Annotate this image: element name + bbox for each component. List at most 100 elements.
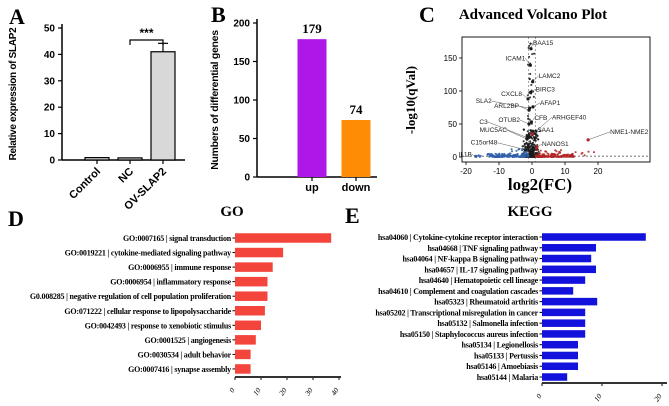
differential-genes-chart: 0 50 100 150 200 179 up 74 down Numbers of differ… [209, 19, 377, 194]
data-point [537, 138, 540, 141]
chart-title: GO [220, 204, 243, 220]
data-point [529, 140, 532, 143]
category-label: hsa05132 | Salmonella infection [437, 319, 538, 328]
data-point [529, 96, 532, 99]
data-point [528, 118, 531, 121]
data-point [551, 152, 554, 156]
gene-label: IL1B [459, 151, 472, 158]
data-point [491, 155, 494, 158]
data-point [531, 141, 534, 144]
data-point [531, 53, 534, 56]
x-tick-label: 0 [530, 167, 535, 176]
chart-title: Advanced Volcano Plot [459, 7, 607, 23]
panel-letter-D: D [8, 206, 24, 231]
bar-OV-SLAP2 [150, 51, 176, 161]
gene-label: BIRC3 [536, 86, 556, 93]
gene-label: ICAM1 [505, 55, 525, 62]
data-point [517, 148, 520, 151]
bar-NC [117, 157, 143, 161]
bar [235, 320, 261, 331]
data-point [507, 155, 511, 159]
data-point [488, 155, 491, 158]
y-tick-label: 150 [233, 57, 250, 68]
data-point [521, 145, 525, 148]
bar-Control [84, 157, 110, 161]
data-point [525, 146, 528, 149]
y-tick-label: 50 [44, 24, 56, 35]
bar [542, 276, 586, 284]
data-point [567, 153, 570, 156]
bar [542, 244, 596, 252]
x-tick-label: 0 [534, 392, 544, 400]
data-point [522, 150, 525, 154]
data-point [561, 155, 565, 158]
gene-point [535, 145, 539, 149]
data-point [527, 46, 530, 49]
data-point [477, 154, 480, 157]
gene-label-line [487, 121, 528, 139]
bar [542, 254, 592, 263]
data-point [526, 63, 530, 66]
data-point [531, 149, 534, 152]
bar [542, 265, 596, 274]
panel-E-kegg-chart: E KEGG hsa04060 | Cytokine-cytokine recep… [345, 200, 669, 406]
y-tick-label: 0 [453, 153, 458, 162]
y-axis-title: Numbers of differential genes [209, 30, 221, 170]
gene-point [526, 97, 530, 101]
data-point [563, 154, 566, 157]
data-point [551, 155, 554, 158]
x-tick-label: 10 [592, 392, 604, 404]
y-axis-title: Relative expression of SLAP2 [8, 27, 19, 161]
volcano-plot: Advanced Volcano Plot BAA15 ICAM1 LAMC2 BIRC… [403, 7, 651, 194]
gene-point [525, 137, 529, 141]
data-point [540, 155, 543, 159]
gene-label-line [535, 117, 553, 132]
data-point [557, 152, 560, 155]
chart-title: KEGG [507, 204, 552, 220]
gene-point [529, 47, 533, 51]
panel-letter-E: E [345, 203, 360, 228]
data-point [557, 155, 560, 159]
data-point [519, 155, 522, 158]
x-category-label: down [342, 182, 371, 194]
gene-point [586, 138, 590, 142]
category-label: GO:0006955 | immune response [128, 263, 232, 272]
data-point [535, 155, 538, 158]
data-point [496, 154, 499, 157]
gene-label: NANOS1 [542, 141, 569, 148]
data-point [508, 152, 511, 155]
data-point [532, 95, 535, 98]
y-tick-label: 30 [44, 76, 56, 87]
data-point [539, 149, 542, 152]
data-point [535, 153, 538, 157]
x-tick-label: 10 [251, 386, 263, 398]
data-point [488, 152, 492, 156]
gene-label: C15orf48 [471, 140, 498, 147]
panel-C-volcano-plot: C Advanced Volcano Plot BAA15 ICAM1 LAMC2 BI… [395, 0, 669, 200]
data-point [515, 149, 518, 152]
bar [235, 262, 273, 272]
kegg-enrichment-chart: KEGG hsa04060 | Cytokine-cytokine recepto… [375, 204, 667, 404]
gene-label-line [491, 100, 530, 109]
gene-point [528, 63, 532, 67]
category-label: GO:0030534 | adult behavior [138, 350, 232, 359]
bar [542, 287, 574, 295]
gene-label-line [519, 119, 530, 125]
data-point [527, 117, 530, 120]
data-point [526, 94, 529, 97]
x-category-label: NC [116, 166, 136, 186]
panel-A-bar-chart: A 0 10 20 30 40 50 Control NC OV-SLAP2 *** Relativ… [0, 0, 205, 213]
x-tick-label: 0 [227, 386, 237, 394]
data-point [534, 136, 537, 139]
panel-letter-A: A [9, 4, 25, 29]
data-point [487, 153, 490, 156]
bar-value-label: 74 [350, 102, 364, 117]
gene-label: ARL2BP [494, 103, 519, 110]
data-point [521, 152, 524, 155]
bar [235, 306, 265, 316]
data-point [546, 152, 549, 155]
y-tick-label: 0 [244, 173, 250, 184]
data-point [528, 44, 531, 47]
data-point [526, 130, 529, 133]
category-label: hsa04060 | Cytokine-cytokine receptor in… [378, 233, 539, 242]
